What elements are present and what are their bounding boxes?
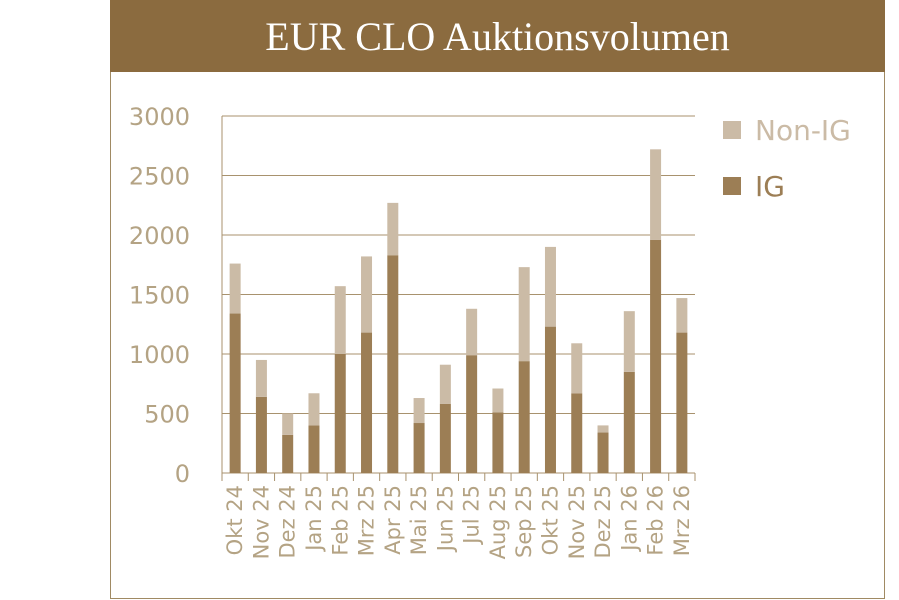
bar-ig [676, 332, 688, 473]
x-tick-label: Okt 24 [223, 485, 247, 555]
bar-non-ig [413, 398, 425, 424]
x-tick-label: Jan 25 [302, 485, 326, 553]
y-tick-label: 3000 [129, 103, 190, 131]
bar-non-ig [676, 298, 688, 333]
chart-title-bar: EUR CLO Auktionsvolumen [110, 0, 885, 72]
bar-non-ig [361, 256, 373, 333]
x-tick-label: Apr 25 [381, 485, 405, 555]
bar-ig [650, 239, 662, 473]
y-tick-label: 0 [175, 460, 190, 488]
bar-non-ig [492, 388, 504, 413]
bar-ig [282, 434, 294, 473]
bar-non-ig [308, 393, 320, 426]
bar-ig [466, 355, 478, 473]
bar-ig [439, 403, 451, 473]
bar-ig [623, 371, 635, 473]
bar-ig [255, 396, 267, 473]
bar-non-ig [282, 413, 294, 435]
bar-ig [308, 425, 320, 473]
x-tick-label: Nov 25 [565, 485, 589, 559]
legend: Non-IG IG [723, 114, 851, 203]
bar-non-ig [518, 267, 530, 362]
x-tick-label: Okt 25 [538, 485, 562, 555]
bar-non-ig [623, 311, 635, 372]
y-tick-label: 1500 [129, 282, 190, 310]
bar-non-ig [597, 425, 609, 433]
x-tick-label: Sep 25 [512, 485, 536, 558]
bar-non-ig [334, 286, 346, 354]
bar-non-ig [466, 308, 478, 356]
bar-ig [229, 313, 241, 473]
x-tick-label: Jan 26 [617, 485, 641, 553]
bar-non-ig [255, 359, 267, 397]
x-tick-label: Feb 25 [328, 485, 352, 556]
bar-non-ig [544, 246, 556, 327]
chart-title: EUR CLO Auktionsvolumen [265, 13, 730, 59]
legend-label: IG [755, 170, 785, 203]
bar-ig [597, 432, 609, 473]
x-tick-label: Dez 25 [591, 485, 615, 559]
x-tick-label: Aug 25 [486, 485, 510, 559]
x-tick-label: Nov 24 [249, 485, 273, 559]
bar-ig [334, 354, 346, 473]
legend-label: Non-IG [755, 114, 851, 147]
x-tick-label: Jun 25 [433, 485, 457, 553]
y-tick-label: 1000 [129, 341, 190, 369]
legend-swatch [723, 121, 741, 139]
bar-ig [518, 361, 530, 473]
y-tick-label: 2000 [129, 222, 190, 250]
x-tick-label: Dez 24 [276, 485, 300, 559]
bar-ig [492, 412, 504, 473]
bar-non-ig [439, 364, 451, 404]
y-tick-label: 500 [144, 401, 190, 429]
bar-ig [361, 332, 373, 473]
x-tick-label: Mai 25 [407, 485, 431, 555]
bar-non-ig [229, 263, 241, 314]
bar-ig [387, 255, 399, 473]
bar-non-ig [571, 343, 583, 394]
bar-non-ig [650, 149, 662, 240]
bar-ig [413, 423, 425, 473]
x-tick-label: Mrz 25 [355, 485, 379, 556]
x-tick-label: Mrz 26 [670, 485, 694, 556]
bar-layer [229, 149, 688, 473]
legend-swatch [723, 177, 741, 195]
bar-non-ig [387, 202, 399, 256]
bar-ig [544, 326, 556, 473]
x-tick-label: Feb 26 [644, 485, 668, 556]
x-tick-label: Jul 25 [460, 485, 484, 546]
bar-ig [571, 393, 583, 473]
y-tick-label: 2500 [129, 163, 190, 191]
